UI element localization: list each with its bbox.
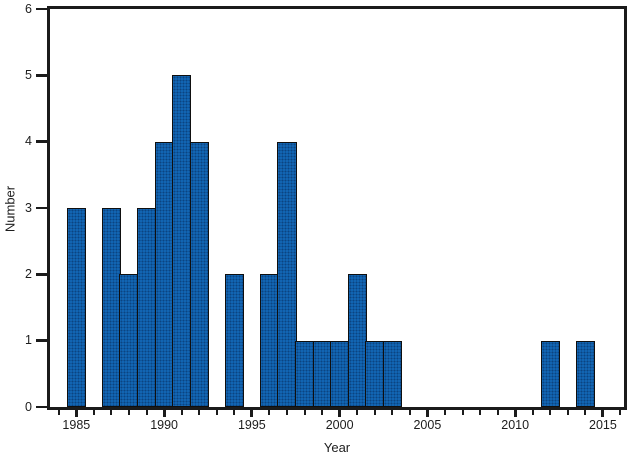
y-tick-2 [36, 273, 47, 276]
x-minor-tick-1991 [180, 410, 183, 415]
y-tick-4 [36, 140, 47, 143]
x-tick-label-2010: 2010 [501, 418, 530, 432]
x-minor-tick-2008 [479, 410, 482, 415]
bar-2001 [347, 274, 367, 407]
x-major-tick-2005 [425, 410, 429, 417]
bar-1985 [66, 208, 86, 407]
x-minor-tick-2016 [619, 410, 622, 415]
x-major-tick-1995 [250, 410, 254, 417]
y-tick-label-4: 4 [25, 134, 32, 149]
x-major-tick-1985 [74, 410, 78, 417]
x-minor-tick-1996 [268, 410, 271, 415]
x-minor-tick-2011 [531, 410, 534, 415]
y-tick-1 [36, 339, 47, 342]
x-minor-tick-1998 [303, 410, 306, 415]
x-minor-tick-2013 [566, 410, 569, 415]
plot-area [47, 6, 627, 410]
bar-1999 [312, 340, 332, 407]
bar-1990 [154, 141, 174, 407]
x-tick-label-2005: 2005 [413, 418, 442, 432]
bar-1988 [119, 274, 139, 407]
x-minor-tick-2002 [373, 410, 376, 415]
bar-1992 [189, 141, 209, 407]
x-minor-tick-2007 [461, 410, 464, 415]
y-tick-6 [36, 7, 47, 11]
x-minor-tick-2014 [584, 410, 587, 415]
bar-1997 [277, 141, 297, 407]
bar-1994 [224, 274, 244, 407]
x-tick-label-2015: 2015 [589, 418, 617, 432]
x-minor-tick-1987 [110, 410, 113, 415]
bar-2012 [540, 340, 560, 407]
bar-1996 [259, 274, 279, 407]
x-minor-tick-1997 [285, 410, 288, 415]
bar-2003 [382, 340, 402, 407]
y-tick-label-1: 1 [25, 333, 32, 348]
x-axis-title: Year [323, 440, 351, 455]
x-minor-tick-2001 [356, 410, 359, 415]
x-minor-tick-1999 [321, 410, 324, 415]
bar-1987 [101, 208, 121, 407]
bar-1998 [294, 340, 315, 407]
bar-2002 [365, 340, 385, 407]
x-tick-label-1995: 1995 [237, 418, 266, 432]
x-minor-tick-1988 [127, 410, 130, 415]
bar-2014 [575, 340, 595, 407]
y-tick-3 [36, 206, 47, 210]
x-minor-tick-1984 [57, 410, 60, 415]
x-minor-tick-2006 [443, 410, 446, 415]
y-tick-label-6: 6 [25, 1, 32, 16]
bar-1989 [136, 208, 157, 407]
bar-2000 [330, 340, 350, 407]
y-tick-label-5: 5 [25, 67, 32, 82]
bar-1991 [172, 75, 192, 407]
x-tick-label-2000: 2000 [325, 418, 354, 432]
y-tick-label-3: 3 [25, 200, 32, 215]
x-minor-tick-2009 [496, 410, 499, 415]
x-tick-label-1985: 1985 [62, 418, 91, 432]
x-minor-tick-2003 [391, 410, 394, 415]
y-tick-0 [36, 405, 47, 409]
x-minor-tick-1986 [92, 410, 95, 415]
x-minor-tick-1989 [145, 410, 148, 415]
x-minor-tick-2012 [549, 410, 552, 415]
x-major-tick-2000 [338, 410, 342, 417]
y-tick-5 [36, 74, 47, 77]
y-tick-label-0: 0 [25, 399, 32, 414]
x-major-tick-2010 [513, 410, 517, 417]
x-tick-label-1990: 1990 [150, 418, 178, 432]
y-tick-label-2: 2 [25, 266, 32, 281]
x-minor-tick-1993 [215, 410, 218, 415]
x-major-tick-1990 [162, 410, 166, 417]
x-minor-tick-2004 [408, 410, 411, 415]
x-major-tick-2015 [601, 410, 605, 417]
x-minor-tick-1992 [198, 410, 201, 415]
x-minor-tick-1994 [233, 410, 236, 415]
